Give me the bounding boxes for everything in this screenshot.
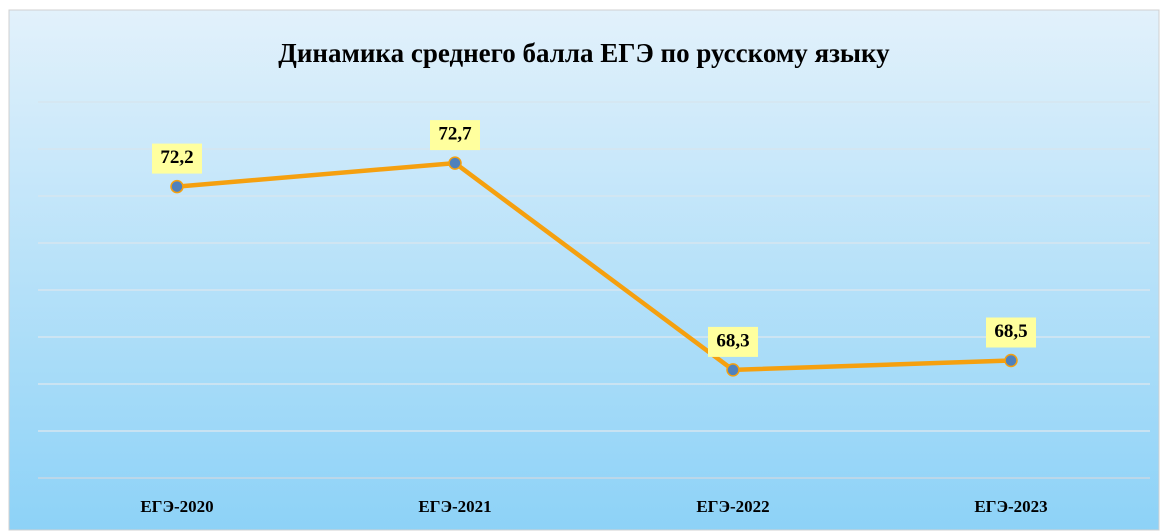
data-label: 68,5: [994, 321, 1027, 342]
data-label: 72,2: [160, 147, 193, 168]
data-label-box: [152, 143, 202, 174]
data-label: 68,3: [716, 330, 749, 351]
data-point: [1004, 353, 1018, 368]
x-tick-label: ЕГЭ-2020: [140, 497, 213, 516]
data-point: [448, 156, 462, 170]
x-tick-label: ЕГЭ-2023: [974, 497, 1047, 516]
data-line: [176, 160, 1012, 373]
chart-title: Динамика среднего балла ЕГЭ по русскому …: [278, 38, 890, 68]
data-point: [726, 363, 740, 377]
data-label: 72,7: [438, 123, 472, 144]
x-tick-label: ЕГЭ-2022: [696, 497, 769, 516]
data-point: [170, 179, 184, 194]
data-label-box: [986, 317, 1036, 348]
x-tick-label: ЕГЭ-2021: [418, 497, 491, 516]
data-label-box: [708, 326, 758, 357]
chart-background: [8, 9, 1160, 531]
data-label-box: [430, 120, 480, 151]
